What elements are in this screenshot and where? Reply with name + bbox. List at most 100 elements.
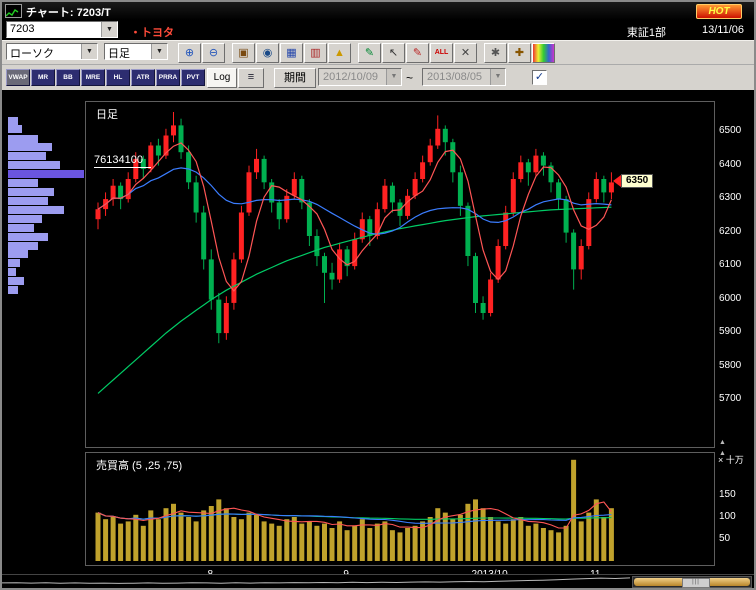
toolbar-indicators: VWAP MR BB MRE HL ATR PRRA PVT Log ≡ 期間 2012/10…: [2, 64, 754, 91]
indicator-mre-button[interactable]: MRE: [81, 69, 105, 86]
stamp-icon[interactable]: ▣: [232, 43, 255, 63]
toolbar-main: ローソク ▼ 日足 ▼ ⊕ ⊖ ▣ ◉ ▦ ▥ ▲ ✎ ↖ ✎ ALL ✕ ✱ ✚: [2, 40, 754, 65]
profile-bar: [8, 268, 16, 277]
volume-axis-label: 100: [719, 511, 736, 522]
profile-bar: [8, 179, 38, 188]
indicator-prra-button[interactable]: PRRA: [156, 69, 180, 86]
date-to-field[interactable]: 2013/08/05 ▼: [422, 68, 506, 86]
cursor-icon[interactable]: ↖: [382, 43, 405, 63]
volume-unit-label: × 十万: [718, 455, 744, 465]
volume-axis-label: 150: [719, 489, 736, 500]
price-axis-label: 5800: [719, 359, 742, 371]
price-pane[interactable]: 日足 76134100: [85, 101, 715, 448]
price-arrow-icon: [613, 175, 621, 188]
scroll-up-icon[interactable]: ▲: [719, 450, 726, 457]
quote-date: 13/11/06: [701, 24, 744, 36]
volume-pane[interactable]: 売買高 (5 ,25 ,75): [85, 452, 715, 566]
ticker-value: 7203: [10, 23, 35, 35]
volume-pane-label: 売買高 (5 ,25 ,75): [96, 460, 183, 472]
search-chart-icon[interactable]: ◉: [256, 43, 279, 63]
indicator-vwap-button[interactable]: VWAP: [6, 69, 30, 86]
chevron-down-icon[interactable]: ▼: [101, 22, 117, 37]
period-button[interactable]: 期間: [274, 68, 316, 88]
candlestick-chart: [95, 112, 614, 394]
price-axis-label: 6200: [719, 225, 742, 237]
price-axis-label: 6300: [719, 192, 742, 204]
profile-bar: [8, 117, 18, 126]
draw-red-icon[interactable]: ✎: [406, 43, 429, 63]
volume-annotation: 76134100: [94, 154, 151, 168]
indicator-pvt-button[interactable]: PVT: [181, 69, 205, 86]
date-to-value: 2013/08/05: [427, 71, 483, 83]
compare-chart-icon[interactable]: ▥: [304, 43, 327, 63]
profile-bar: [8, 161, 60, 170]
hot-button[interactable]: HOT: [696, 4, 742, 19]
profile-bar: [8, 134, 38, 143]
delete-all-icon[interactable]: ALL: [430, 43, 453, 63]
indicator-button-group: VWAP MR BB MRE HL ATR PRRA PVT: [6, 69, 206, 86]
indicator-atr-button[interactable]: ATR: [131, 69, 155, 86]
palette-icon[interactable]: [532, 43, 555, 63]
scroll-up-icon[interactable]: ▲: [719, 439, 726, 446]
last-price-tag: 6350: [613, 174, 654, 189]
indicator-mr-button[interactable]: MR: [31, 69, 55, 86]
bars-icon[interactable]: ≡: [238, 68, 264, 88]
volume-chart: [95, 459, 614, 561]
chevron-down-icon[interactable]: ▼: [81, 44, 97, 59]
volume-axis-label: 50: [719, 533, 731, 544]
chevron-down-icon[interactable]: ▼: [151, 44, 167, 59]
timeframe-combo[interactable]: 日足 ▼: [104, 43, 168, 60]
chart-type-combo[interactable]: ローソク ▼: [6, 43, 98, 60]
date-from-value: 2012/10/09: [323, 71, 379, 83]
profile-bar: [8, 196, 48, 205]
pane-label: 日足: [96, 109, 118, 121]
profile-bar: [8, 250, 28, 259]
zoom-in-icon[interactable]: ⊕: [178, 43, 201, 63]
app-icon: [5, 4, 22, 18]
profile-bar: [8, 125, 22, 134]
chart-area: 日足 76134100 6500 6400 6300 6200 6100 6000 5900…: [2, 90, 754, 580]
draw-line-icon[interactable]: ✎: [358, 43, 381, 63]
price-axis-label: 6100: [719, 259, 742, 271]
eraser-icon[interactable]: ✕: [454, 43, 477, 63]
toolbar-icon-group: ⊕ ⊖ ▣ ◉ ▦ ▥ ▲ ✎ ↖ ✎ ALL ✕ ✱ ✚: [178, 43, 556, 63]
scrollbar-grip[interactable]: |||: [682, 578, 710, 588]
title-bar: チャート: 7203/T HOT: [2, 2, 754, 20]
indicator-bb-button[interactable]: BB: [56, 69, 80, 86]
left-volume-profile: [8, 101, 84, 448]
overview-navigator[interactable]: |||: [2, 574, 754, 588]
price-axis-label: 5700: [719, 393, 742, 405]
profile-bar: [8, 277, 24, 286]
settings-icon[interactable]: ✱: [484, 43, 507, 63]
horizontal-scrollbar[interactable]: |||: [632, 576, 752, 588]
profile-bar: [8, 205, 64, 214]
profile-bar: [8, 188, 54, 197]
timeframe-value: 日足: [108, 48, 130, 60]
alert-icon[interactable]: ▲: [328, 43, 351, 63]
last-price-value: 6350: [621, 174, 654, 189]
overview-line-chart: [2, 577, 631, 584]
zoom-out-icon[interactable]: ⊖: [202, 43, 225, 63]
date-from-field[interactable]: 2012/10/09 ▼: [318, 68, 402, 86]
profile-bar: [8, 143, 52, 152]
profile-bar: [8, 170, 84, 179]
indicator-hl-button[interactable]: HL: [106, 69, 130, 86]
profile-bar: [8, 286, 18, 295]
ticker-combo[interactable]: 7203 ▼: [6, 21, 118, 38]
period-checkbox[interactable]: ✓: [532, 70, 547, 85]
log-scale-button[interactable]: Log: [207, 68, 237, 88]
window-title: チャート: 7203/T: [26, 7, 111, 19]
quote-bar: 7203 ▼ ・トヨタ 東証1部 13/11/06: [2, 20, 754, 40]
price-axis-label: 6400: [719, 158, 742, 170]
chevron-down-icon[interactable]: ▼: [490, 69, 505, 85]
date-range-tilde: ~: [406, 71, 414, 85]
chevron-down-icon[interactable]: ▼: [386, 69, 401, 85]
price-axis: 6500 6400 6300 6200 6100 6000 5900 5800 5700: [719, 101, 753, 448]
grid-icon[interactable]: ▦: [280, 43, 303, 63]
ticker-name: ・トヨタ: [130, 27, 174, 39]
price-axis-label: 6500: [719, 125, 742, 137]
tools-icon[interactable]: ✚: [508, 43, 531, 63]
scrollbar-thumb[interactable]: |||: [634, 578, 750, 588]
price-axis-label: 5900: [719, 326, 742, 338]
